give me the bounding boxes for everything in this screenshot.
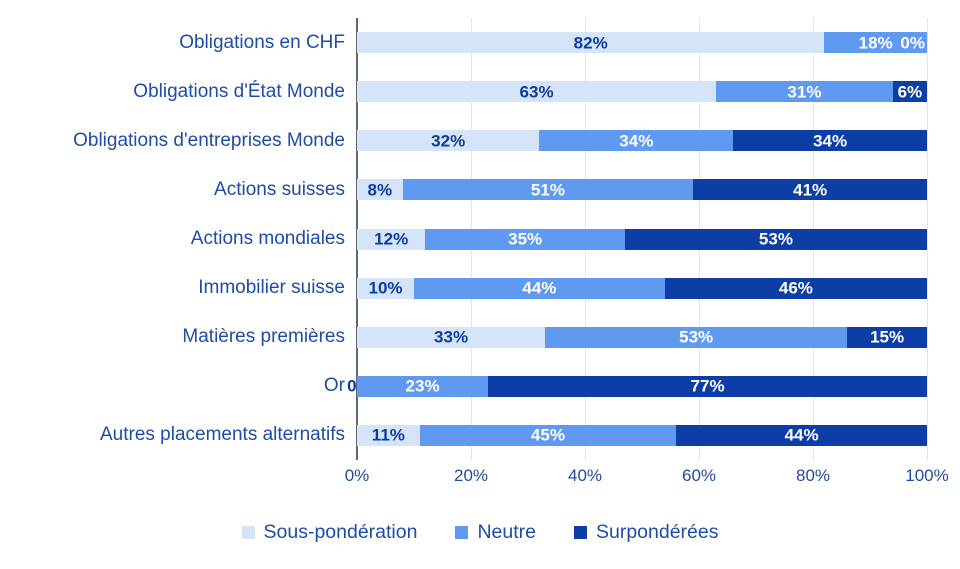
segment-value-label: 41% — [793, 180, 828, 200]
bar-segment — [693, 179, 927, 201]
bar-segment — [357, 326, 546, 348]
bar-segment — [733, 130, 927, 152]
bar-segment — [357, 277, 414, 299]
bar-segment — [847, 326, 927, 348]
legend-swatch-sous-ponderation — [241, 526, 255, 539]
x-tick-label: 100% — [905, 466, 949, 485]
x-tick-label: 0% — [344, 466, 370, 485]
bar-row: 32% 34% 34% — [357, 130, 927, 152]
segment-value-label: 82% — [573, 33, 608, 53]
segment-value-label: 18% — [858, 33, 893, 53]
bar-row: 10% 44% 46% — [357, 277, 927, 299]
legend: Sous-pondération Neutre Surpondérées — [0, 521, 960, 544]
segment-value-label: 46% — [778, 278, 813, 298]
bar-segment — [545, 326, 848, 348]
bar-segment — [488, 375, 927, 397]
bar-segment — [624, 228, 927, 250]
bar-segment — [357, 130, 540, 152]
bar-row: 12% 35% 53% — [357, 228, 927, 250]
bar-segment — [357, 375, 489, 397]
bar-segment — [402, 179, 694, 201]
category-label: Obligations d'entreprises Monde — [73, 129, 345, 151]
segment-value-label: 77% — [690, 376, 725, 396]
bar-row: 63% 31% 6% — [357, 81, 927, 103]
category-label: Actions mondiales — [190, 227, 345, 249]
bar-segment — [357, 81, 717, 103]
segment-value-label: 10% — [368, 278, 403, 298]
x-tick-label: 80% — [795, 466, 831, 485]
bar-segment — [892, 81, 927, 103]
category-label: Autres placements alternatifs — [99, 424, 345, 446]
legend-label: Sous-pondération — [263, 521, 418, 543]
category-label: Immobilier suisse — [198, 277, 345, 299]
bar-row: 82% 18% 0% — [357, 32, 927, 54]
segment-value-label: 15% — [870, 327, 905, 347]
legend-item-sous-ponderation: Sous-pondération — [241, 521, 418, 544]
category-label: Actions suisses — [214, 178, 345, 200]
legend-label: Surpondérées — [595, 521, 719, 543]
segment-value-label: 11% — [371, 425, 405, 445]
bar-segment — [357, 32, 825, 54]
category-label: Obligations d'État Monde — [133, 80, 345, 102]
segment-value-label: 34% — [813, 131, 848, 151]
gridline — [927, 18, 928, 460]
bar-segment — [425, 228, 625, 250]
segment-value-label: 44% — [784, 425, 819, 445]
bar-segment — [664, 277, 927, 299]
segment-value-label: 44% — [522, 278, 557, 298]
legend-label: Neutre — [477, 521, 536, 543]
x-axis: 0% 20% 40% 60% 80% 100% — [345, 466, 949, 490]
bar-row: 0%23%77% — [347, 375, 927, 397]
segment-value-label: 0% — [900, 33, 925, 53]
segment-value-label: 31% — [787, 82, 822, 102]
segment-value-label: 63% — [519, 82, 554, 102]
x-tick-label: 60% — [681, 466, 717, 485]
bar-segment — [824, 32, 927, 54]
segment-value-label: 35% — [508, 229, 543, 249]
bar-segment — [716, 81, 893, 103]
bar-segment — [539, 130, 734, 152]
segment-value-label: 51% — [530, 180, 565, 200]
category-label: Obligations en CHF — [179, 31, 345, 53]
bar-segment — [414, 277, 665, 299]
bar-segment — [419, 424, 677, 446]
segment-value-label: 6% — [897, 82, 923, 102]
bar-segment — [676, 424, 927, 446]
segment-value-label: 23% — [405, 376, 440, 396]
x-tick-label: 20% — [453, 466, 489, 485]
category-label: Or — [323, 375, 345, 397]
bar-segment — [357, 424, 420, 446]
category-labels: Obligations en CHF Obligations d'État Mon… — [0, 18, 345, 460]
bar-row: 11% 45% 44% — [357, 424, 927, 446]
segment-value-label: 32% — [431, 131, 466, 151]
plot-area: 82% 18% 0% 63% 31% 6% 32% 34% 34% 8% 51% 41% 12% 35% 5… — [347, 18, 928, 460]
bar-row: 8% 51% 41% — [357, 179, 927, 201]
bar-segment — [357, 179, 403, 201]
segment-value-label: 34% — [619, 131, 654, 151]
legend-swatch-surponderees — [573, 526, 587, 539]
segment-value-label: 53% — [679, 327, 714, 347]
bar-segment — [357, 228, 426, 250]
segment-value-label: 12% — [374, 229, 409, 249]
segment-value-label: 53% — [758, 229, 793, 249]
segment-value-label: 33% — [434, 327, 469, 347]
legend-item-surponderees: Surpondérées — [573, 521, 719, 544]
segment-value-label: 45% — [530, 425, 565, 445]
category-label: Matières premières — [182, 326, 345, 348]
segment-value-label: 8% — [367, 180, 393, 200]
x-tick-label: 40% — [567, 466, 603, 485]
bar-row: 33% 53% 15% — [357, 326, 927, 348]
legend-swatch-neutre — [455, 526, 469, 539]
legend-item-neutre: Neutre — [455, 521, 536, 544]
